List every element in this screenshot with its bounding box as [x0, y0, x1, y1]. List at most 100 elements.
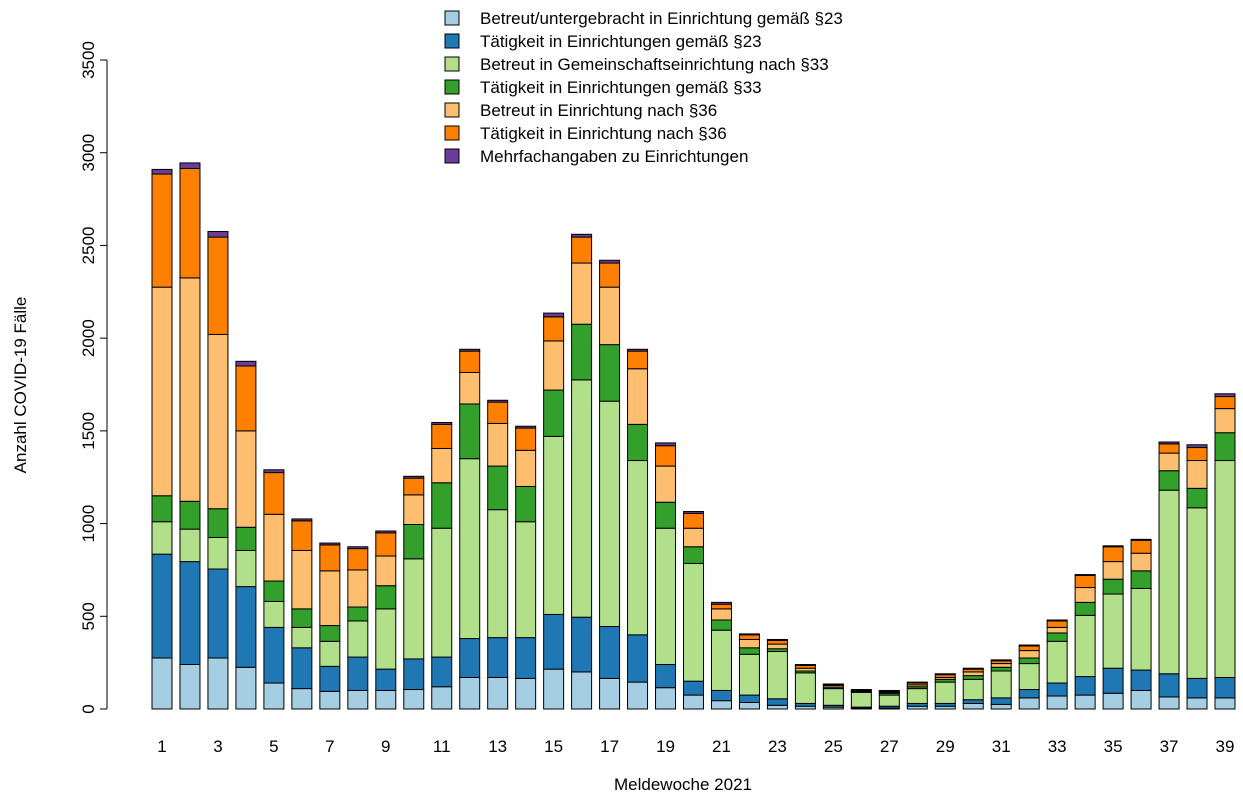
legend-swatch — [444, 33, 460, 49]
bar-segment — [822, 688, 844, 706]
bar-segment — [543, 613, 565, 670]
bar-segment — [179, 277, 201, 502]
bar-segment — [599, 400, 621, 627]
x-tick-label: 3 — [213, 737, 222, 756]
bar-segment — [1130, 587, 1152, 671]
bar-segment — [515, 637, 537, 679]
bar-segment — [1186, 677, 1208, 699]
bar-segment — [235, 666, 257, 710]
bar-segment — [235, 549, 257, 588]
legend-label: Tätigkeit in Einrichtung nach §36 — [480, 124, 727, 143]
bar-segment — [263, 580, 285, 602]
bar-segment — [375, 689, 397, 710]
bar-segment — [179, 561, 201, 665]
bar-segment — [319, 542, 341, 546]
bar-segment — [655, 501, 677, 529]
bar-segment — [375, 608, 397, 670]
bar-segment — [487, 399, 509, 403]
y-tick-label: 500 — [79, 602, 98, 630]
bar-segment — [571, 379, 593, 618]
bar-segment — [627, 368, 649, 425]
y-tick-label: 2500 — [79, 227, 98, 265]
bar-segment — [990, 703, 1012, 710]
bar-segment — [1074, 676, 1096, 696]
bar-segment — [710, 629, 732, 691]
legend-label: Tätigkeit in Einrichtungen gemäß §33 — [480, 78, 762, 97]
bar-segment — [1046, 620, 1068, 628]
x-tick-label: 1 — [157, 737, 166, 756]
legend-swatch — [444, 79, 460, 95]
bar-segment — [1018, 644, 1040, 647]
bar-segment — [291, 626, 313, 649]
bar-segment — [599, 344, 621, 402]
bar-segment — [1074, 694, 1096, 710]
x-tick-label: 27 — [880, 737, 899, 756]
bar-segment — [599, 259, 621, 264]
bar-segment — [878, 694, 900, 707]
bar-segment — [263, 472, 285, 515]
bar-segment — [962, 667, 984, 670]
y-tick-label: 3000 — [79, 134, 98, 172]
bar-segment — [710, 700, 732, 710]
bar-segment — [207, 568, 229, 659]
bar-segment — [207, 231, 229, 238]
bar-segment — [291, 520, 313, 551]
bar-segment — [1102, 578, 1124, 595]
bar-segment — [515, 521, 537, 639]
bar-segment — [710, 601, 732, 605]
bar-segment — [1046, 682, 1068, 697]
bar-segment — [1158, 489, 1180, 675]
bar-segment — [1214, 460, 1236, 678]
bar-segment — [151, 168, 173, 175]
bar-segment — [431, 686, 453, 710]
legend-label: Betreut in Einrichtung nach §36 — [480, 101, 717, 120]
bar-segment — [263, 469, 285, 474]
bar-segment — [487, 637, 509, 678]
bar-segment — [319, 625, 341, 642]
bar-segment — [1046, 640, 1068, 684]
legend-swatch — [444, 125, 460, 141]
bar-segment — [710, 689, 732, 702]
bar-segment — [375, 532, 397, 557]
bar-segment — [1074, 587, 1096, 603]
bar-segment — [151, 657, 173, 710]
bar-segment — [487, 422, 509, 467]
legend-label: Betreut/untergebracht in Einrichtung gem… — [480, 9, 843, 28]
bar-segment — [207, 508, 229, 538]
bar-segment — [850, 691, 872, 708]
x-tick-label: 31 — [992, 737, 1011, 756]
bar-segment — [1102, 692, 1124, 710]
bar-segment — [347, 546, 369, 550]
bar-segment — [1214, 676, 1236, 699]
bar-segment — [794, 672, 816, 704]
bar-segment — [906, 688, 928, 704]
x-tick-label: 17 — [600, 737, 619, 756]
bar-segment — [571, 616, 593, 673]
bar-segment — [1214, 697, 1236, 710]
x-tick-label: 35 — [1104, 737, 1123, 756]
y-tick-label: 3500 — [79, 41, 98, 79]
bar-segment — [319, 570, 341, 627]
bar-segment — [543, 340, 565, 391]
bar-segment — [1158, 441, 1180, 445]
bar-segment — [1018, 663, 1040, 691]
bar-segment — [683, 694, 704, 710]
bar-segment — [906, 681, 928, 684]
bar-segment — [878, 689, 900, 692]
bar-segment — [1214, 393, 1236, 398]
bar-segment — [627, 460, 649, 636]
bar-segment — [1130, 570, 1152, 589]
bar-segment — [683, 527, 704, 548]
bar-segment — [207, 536, 229, 570]
bar-segment — [403, 689, 425, 710]
bar-segment — [1074, 574, 1096, 589]
bar-segment — [1074, 574, 1096, 576]
bar-segment — [794, 663, 816, 666]
bar-segment — [403, 523, 425, 560]
bar-segment — [766, 698, 788, 706]
bar-segment — [347, 569, 369, 608]
bar-segment — [710, 603, 732, 610]
bar-segment — [1214, 408, 1236, 434]
bar-segment — [599, 677, 621, 710]
